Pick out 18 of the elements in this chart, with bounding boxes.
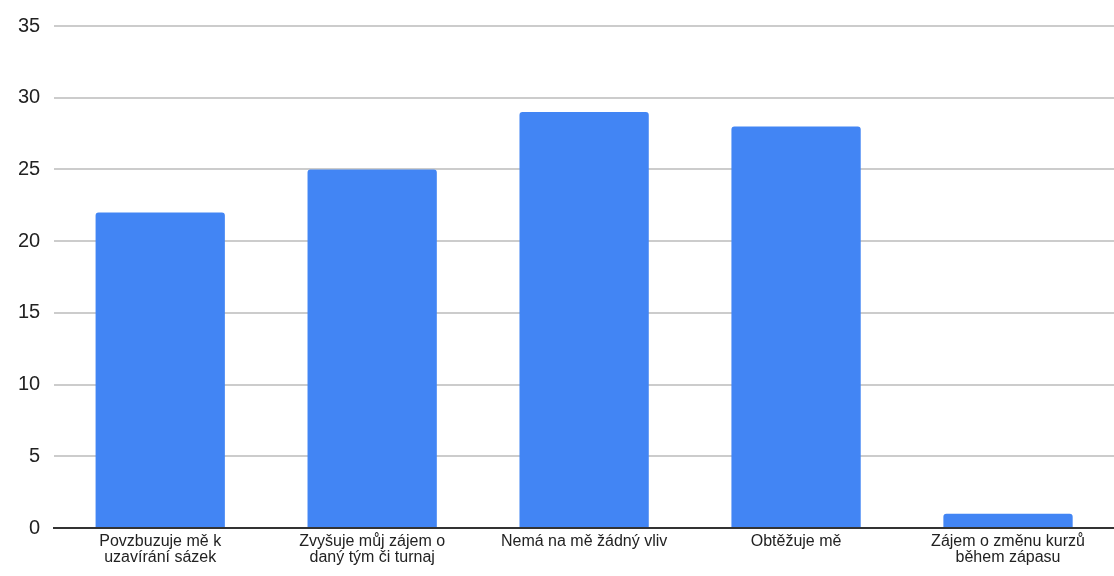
y-tick-label: 30 bbox=[18, 85, 41, 108]
bar bbox=[307, 169, 437, 527]
bar bbox=[731, 126, 861, 527]
x-tick-label: Zájem o změnu kurzů během zápasu bbox=[931, 532, 1085, 566]
y-tick-label: 15 bbox=[18, 300, 41, 323]
x-tick-label: Povzbuzuje mě k uzavírání sázek bbox=[99, 532, 223, 566]
x-tick-label: Nemá na mě žádný vliv bbox=[500, 532, 668, 550]
x-tick-label: Obtěžuje mě bbox=[750, 532, 842, 550]
y-tick-label: 0 bbox=[29, 515, 41, 538]
y-tick-label: 10 bbox=[18, 372, 41, 395]
y-tick-label: 25 bbox=[18, 156, 41, 179]
bar bbox=[943, 513, 1073, 527]
y-tick-label: 20 bbox=[18, 228, 41, 251]
y-tick-label: 35 bbox=[18, 13, 41, 36]
x-tick-label: Zvyšuje můj zájem o daný tým či turnaj bbox=[299, 532, 446, 566]
bar bbox=[95, 212, 225, 527]
bar bbox=[519, 112, 649, 527]
y-tick-label: 5 bbox=[29, 443, 41, 466]
